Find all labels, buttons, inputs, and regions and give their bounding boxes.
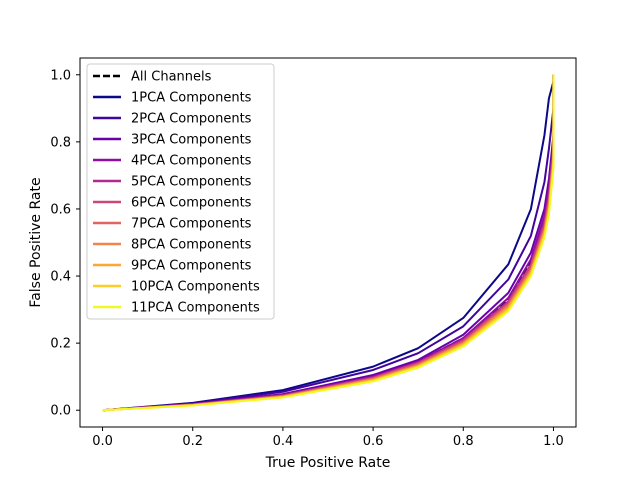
legend: All Channels 1PCA Components 2PCA Componen…: [86, 63, 275, 320]
legend-label: 6PCA Components: [131, 196, 252, 211]
y-tick-label: 0.0: [50, 404, 71, 419]
legend-label: 2PCA Components: [131, 112, 252, 127]
legend-label: 8PCA Components: [131, 238, 252, 253]
y-tick-label: 0.2: [50, 337, 71, 352]
x-axis: 0.0 0.2 0.4 0.6 0.8 1.0: [92, 427, 564, 449]
series-line-2: [102, 74, 555, 412]
legend-label: 4PCA Components: [131, 154, 252, 169]
x-tick-label: 0.6: [363, 434, 384, 449]
series-line-11: [102, 74, 555, 412]
y-axis: 0.0 0.2 0.4 0.6 0.8 1.0: [50, 68, 80, 419]
plot-frame: [79, 57, 577, 428]
y-axis-label: False Positive Rate: [28, 177, 44, 307]
legend-label: All Channels: [131, 70, 212, 85]
legend-box: [86, 63, 275, 320]
y-tick-label: 0.4: [50, 270, 71, 285]
y-tick-label: 0.8: [50, 135, 71, 150]
series-line-1: [102, 74, 555, 412]
legend-label: 7PCA Components: [131, 217, 252, 232]
x-tick-label: 0.0: [92, 434, 113, 449]
legend-label: 3PCA Components: [131, 133, 252, 148]
legend-label: 10PCA Components: [131, 280, 260, 295]
x-tick-label: 0.4: [273, 434, 294, 449]
legend-label: 1PCA Components: [131, 91, 252, 106]
legend-label: 11PCA Components: [131, 301, 260, 316]
y-tick-label: 0.6: [50, 202, 71, 217]
y-tick-label: 1.0: [50, 68, 71, 83]
plot-lines: [102, 74, 555, 412]
legend-label: 9PCA Components: [131, 259, 252, 274]
x-tick-label: 0.8: [453, 434, 474, 449]
x-tick-label: 0.2: [182, 434, 203, 449]
x-axis-label: True Positive Rate: [265, 455, 391, 471]
x-tick-label: 1.0: [543, 434, 564, 449]
legend-label: 5PCA Components: [131, 175, 252, 190]
